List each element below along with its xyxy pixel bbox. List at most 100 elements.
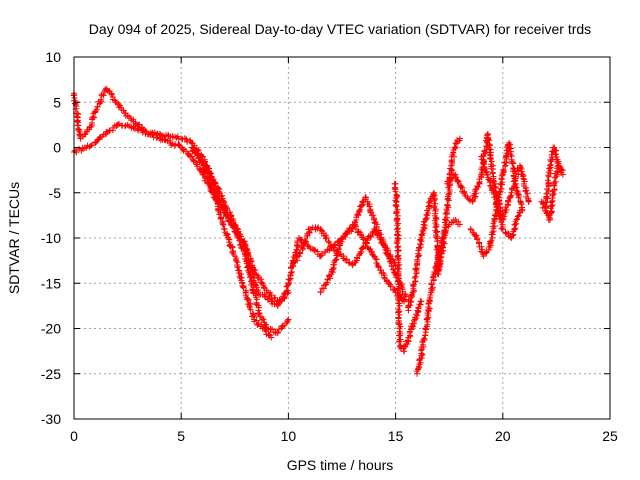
data-point-cluster bbox=[199, 157, 216, 181]
data-point-cluster bbox=[318, 227, 334, 250]
data-point-cluster bbox=[484, 131, 498, 186]
data-point-cluster bbox=[418, 218, 428, 239]
x-tick-label: 25 bbox=[602, 428, 618, 444]
data-point-cluster bbox=[409, 265, 420, 295]
data-point-cluster bbox=[349, 244, 366, 267]
y-tick-label: -20 bbox=[41, 321, 61, 337]
data-point bbox=[525, 198, 532, 205]
data-point-cluster bbox=[157, 136, 173, 145]
series-track-i bbox=[405, 135, 463, 314]
x-tick-label: 10 bbox=[281, 428, 297, 444]
data-point-cluster bbox=[405, 291, 415, 311]
data-point-cluster bbox=[454, 137, 463, 145]
data-point-cluster bbox=[103, 86, 119, 106]
data-point-cluster bbox=[478, 153, 490, 176]
data-point bbox=[381, 244, 388, 251]
data-point-cluster bbox=[391, 180, 402, 239]
data-point-cluster bbox=[221, 226, 237, 257]
y-tick-label: -30 bbox=[41, 411, 61, 427]
data-point-cluster bbox=[517, 164, 532, 205]
series-track-j bbox=[413, 216, 463, 377]
data-point bbox=[426, 198, 433, 205]
y-tick-label: -25 bbox=[41, 366, 61, 382]
series-track-b bbox=[71, 120, 292, 337]
data-point-cluster bbox=[360, 236, 376, 258]
data-point-cluster bbox=[411, 298, 424, 322]
data-point-cluster bbox=[254, 272, 270, 294]
data-point-cluster bbox=[256, 291, 268, 298]
data-point-cluster bbox=[422, 199, 433, 222]
data-point bbox=[285, 316, 292, 323]
series-track-m bbox=[478, 153, 524, 241]
data-point bbox=[188, 144, 195, 151]
data-point-cluster bbox=[157, 131, 172, 140]
data-point-cluster bbox=[242, 256, 255, 285]
data-point bbox=[92, 139, 99, 146]
series-track-o bbox=[542, 162, 566, 223]
series-track-c bbox=[188, 144, 275, 341]
data-point-cluster bbox=[318, 245, 333, 259]
data-point-cluster bbox=[435, 235, 446, 258]
data-point-cluster bbox=[210, 191, 228, 232]
data-point-cluster bbox=[426, 273, 437, 304]
data-point bbox=[546, 162, 553, 169]
data-point-cluster bbox=[552, 147, 562, 167]
x-axis-label: GPS time / hours bbox=[287, 457, 394, 473]
data-point-cluster bbox=[169, 133, 182, 142]
data-point-cluster bbox=[261, 325, 273, 339]
y-axis-label: SDTVAR / TECUs bbox=[6, 182, 22, 294]
data-point-cluster bbox=[296, 226, 313, 257]
y-tick-label: -15 bbox=[41, 275, 61, 291]
data-point-cluster bbox=[328, 235, 345, 276]
data-point bbox=[401, 298, 408, 305]
data-point-cluster bbox=[200, 164, 216, 196]
series-track-l bbox=[467, 139, 526, 260]
data-point-cluster bbox=[393, 235, 404, 349]
data-point-cluster bbox=[418, 326, 430, 358]
x-tick-label: 5 bbox=[177, 428, 185, 444]
data-point-cluster bbox=[114, 120, 129, 130]
data-point bbox=[508, 189, 515, 196]
series-track-d bbox=[188, 144, 292, 305]
data-point bbox=[551, 144, 558, 151]
y-axis: 10 5 0 -5 -10 -15 -20 -25 -30 bbox=[41, 49, 610, 427]
data-point-cluster bbox=[340, 224, 356, 240]
data-point-cluster bbox=[551, 163, 561, 186]
data-point bbox=[285, 289, 292, 296]
data-point-cluster bbox=[490, 191, 506, 232]
data-point-cluster bbox=[274, 317, 291, 336]
data-point-cluster bbox=[499, 141, 512, 176]
data-point-cluster bbox=[179, 135, 194, 145]
data-point bbox=[456, 221, 463, 228]
data-point-cluster bbox=[382, 245, 398, 266]
data-point-cluster bbox=[147, 130, 161, 141]
data-point-cluster bbox=[444, 172, 458, 186]
data-point-cluster bbox=[453, 218, 462, 228]
x-axis: 0 5 10 15 20 25 bbox=[70, 57, 618, 444]
data-point-cluster bbox=[467, 226, 480, 240]
data-point bbox=[456, 135, 463, 142]
data-point-cluster bbox=[422, 300, 433, 332]
data-point-cluster bbox=[308, 224, 322, 233]
series-track-h bbox=[391, 180, 425, 355]
data-point-cluster bbox=[340, 253, 356, 268]
data-point-cluster bbox=[189, 145, 204, 163]
y-tick-label: 10 bbox=[45, 49, 61, 65]
data-point-cluster bbox=[210, 178, 227, 204]
data-point bbox=[559, 167, 566, 174]
data-point-cluster bbox=[400, 337, 412, 352]
data-point-cluster bbox=[242, 289, 258, 320]
data-point-cluster bbox=[506, 141, 519, 184]
data-point bbox=[516, 207, 523, 214]
x-tick-label: 15 bbox=[388, 428, 404, 444]
y-tick-label: 5 bbox=[53, 94, 61, 110]
data-point-cluster bbox=[242, 245, 259, 277]
data-point-cluster bbox=[220, 199, 237, 226]
data-point bbox=[268, 334, 275, 341]
data-point-cluster bbox=[448, 140, 460, 167]
data-point-cluster bbox=[473, 235, 486, 258]
data-point-cluster bbox=[414, 236, 425, 268]
y-tick-label: -5 bbox=[49, 185, 62, 201]
data-point-cluster bbox=[484, 172, 497, 194]
